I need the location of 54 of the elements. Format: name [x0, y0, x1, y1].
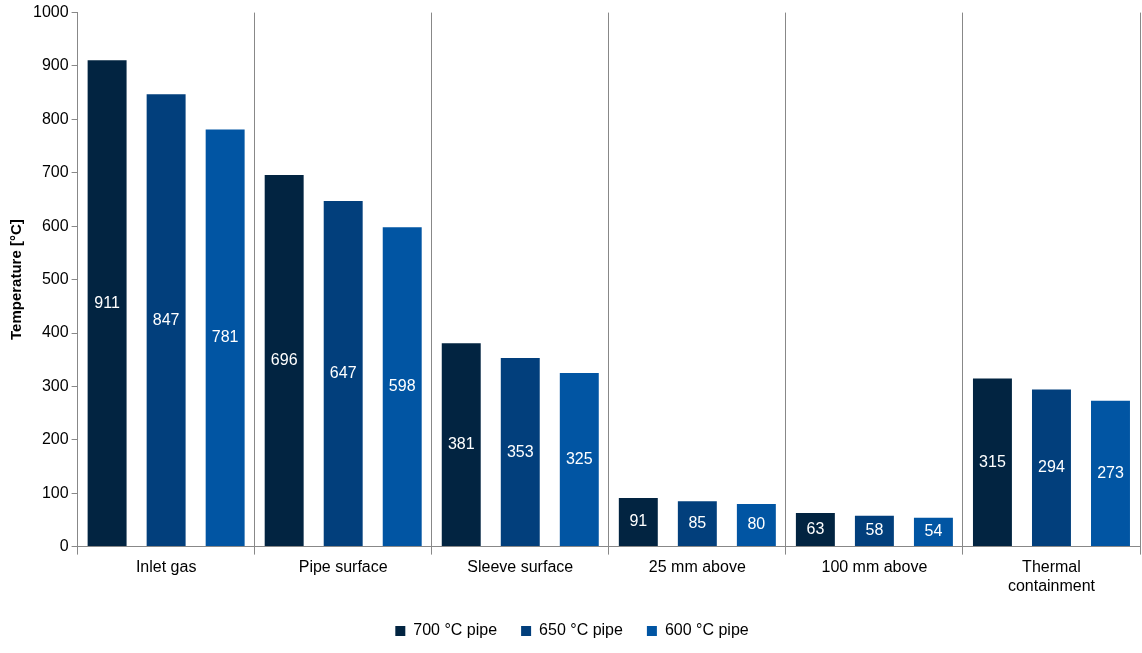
bar: [618, 498, 658, 547]
data-label: 598: [388, 377, 416, 395]
data-label: 325: [565, 449, 593, 467]
y-tick-label: 400: [41, 323, 69, 341]
x-tick-label: Thermal containment: [1007, 557, 1096, 594]
y-tick-label: 700: [41, 163, 69, 181]
bar: [559, 373, 599, 547]
legend-label: 650 °C pipe: [539, 621, 623, 639]
data-label: 80: [747, 515, 766, 533]
data-label: 647: [329, 364, 357, 382]
y-tick-label: 300: [41, 376, 69, 394]
bar: [677, 501, 717, 547]
y-tick-label: 1000: [33, 3, 69, 21]
x-tick-label: Sleeve surface: [467, 557, 574, 575]
y-tick-label: 200: [41, 430, 69, 448]
bar: [736, 503, 776, 547]
data-label: 696: [270, 350, 298, 368]
bar: [264, 174, 304, 547]
data-label: 847: [152, 310, 180, 328]
bar: [441, 343, 481, 547]
data-label: 911: [94, 293, 120, 311]
x-tick-label: Pipe surface: [298, 557, 388, 575]
x-tick-label: 100 mm above: [821, 557, 928, 575]
data-label: 273: [1097, 463, 1124, 481]
x-tick-label: Inlet gas: [135, 557, 197, 575]
bar: [500, 358, 540, 547]
y-axis-title: Temperature [°C]: [7, 219, 25, 340]
bar: [972, 378, 1012, 547]
bar: [1091, 400, 1130, 547]
y-tick-label: 100: [41, 483, 69, 501]
data-label: 315: [979, 452, 1006, 470]
y-tick-label: 0: [59, 537, 69, 555]
bar: [382, 227, 422, 547]
data-label: 63: [806, 519, 825, 537]
y-tick-label: 500: [41, 270, 69, 288]
bar: [87, 60, 127, 547]
data-label: 294: [1038, 458, 1065, 476]
data-label: 353: [506, 442, 534, 460]
legend-label: 700 °C pipe: [413, 621, 498, 639]
x-tick-label: 25 mm above: [648, 557, 746, 575]
data-label: 85: [688, 514, 707, 532]
data-label: 381: [447, 435, 475, 453]
data-label: 781: [211, 328, 239, 346]
data-label: 91: [629, 512, 648, 530]
bar: [1031, 389, 1071, 547]
y-tick-label: 800: [41, 109, 69, 127]
y-tick-label: 900: [41, 56, 69, 74]
data-label: 54: [924, 522, 943, 540]
bar: [323, 201, 363, 547]
bar: [205, 129, 245, 547]
y-tick-label: 600: [41, 216, 69, 234]
data-label: 58: [865, 521, 884, 539]
legend-label: 600 °C pipe: [664, 621, 749, 639]
bar: [146, 94, 186, 547]
